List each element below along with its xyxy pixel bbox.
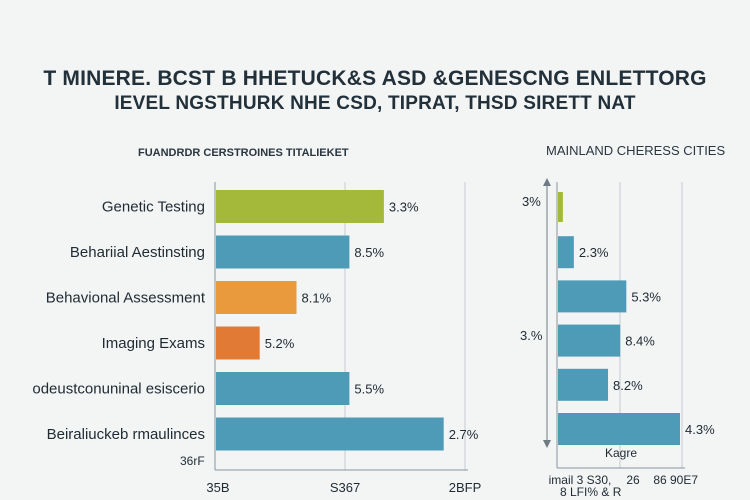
left-category-label-0: Genetic Testing [102, 199, 205, 216]
right-value-label-2: 5.3% [631, 289, 661, 304]
left-category-label-2: Behavional Assessment [46, 290, 206, 307]
left-category-label-4: odeustconuninal esiscerio [32, 381, 205, 398]
left-bar-4 [216, 372, 350, 405]
right-bar-3 [558, 324, 621, 357]
chart-title: T MINERE. BCST B HHETUCK&S ASD &GENESCNG… [43, 67, 707, 90]
right-x-tick-0: imail 3 S30, [549, 473, 612, 487]
left-value-label-1: 8.5% [354, 245, 384, 260]
right-bar-0 [558, 192, 563, 222]
right-y-label-mid: 3.% [520, 328, 543, 343]
left-value-label-0: 3.3% [389, 200, 419, 215]
right-x-tick-1: 26 [626, 473, 640, 487]
right-axis-arrow-top [543, 178, 551, 186]
right-axis-arrow-bottom [543, 440, 551, 448]
left-x-tick-2: 2BFP [449, 480, 482, 495]
left-extra-label: 36rF [180, 454, 205, 468]
left-x-tick-0: 35B [206, 480, 229, 495]
left-bar-3 [216, 326, 260, 360]
left-value-label-3: 5.2% [265, 336, 295, 351]
chart-subtitle: IEVEL NGSTHURK NHE CSD, TIPRAT, THSD SIR… [114, 93, 636, 114]
right-bar-4 [558, 368, 609, 401]
left-category-label-1: Behariial Aestinsting [70, 244, 205, 261]
left-panel-title: FUANDRDR CERSTROINES TITALIEKET [138, 147, 349, 159]
left-bar-1 [216, 235, 350, 269]
right-extra-label: 8 LFI% & R [560, 485, 622, 499]
right-x-tick-3: 90E7 [670, 473, 698, 487]
right-value-label-1: 2.3% [579, 245, 609, 260]
right-x-tick-2: 86 [653, 473, 667, 487]
right-value-label-4: 8.2% [613, 378, 643, 393]
left-category-label-3: Imaging Exams [102, 335, 205, 352]
left-value-label-5: 2.7% [449, 427, 479, 442]
right-bar-2 [558, 280, 627, 313]
right-value-label-5: 4.3% [685, 422, 715, 437]
right-bar-1 [558, 236, 574, 269]
left-value-label-4: 5.5% [354, 382, 384, 397]
left-bar-2 [216, 281, 297, 314]
left-category-label-5: Beiraliuckeb rmaulinces [47, 426, 205, 443]
right-panel-title: MAINLAND CHERESS CITIES [546, 143, 726, 158]
left-value-label-2: 8.1% [302, 291, 332, 306]
right-y-label-top: 3% [522, 194, 541, 209]
left-x-tick-1: S367 [330, 480, 360, 495]
left-bar-0 [216, 190, 384, 223]
right-value-label-3: 8.4% [625, 334, 655, 349]
right-x-label: Kagre [605, 446, 637, 460]
left-bar-5 [216, 417, 444, 451]
right-bar-5 [558, 413, 680, 445]
